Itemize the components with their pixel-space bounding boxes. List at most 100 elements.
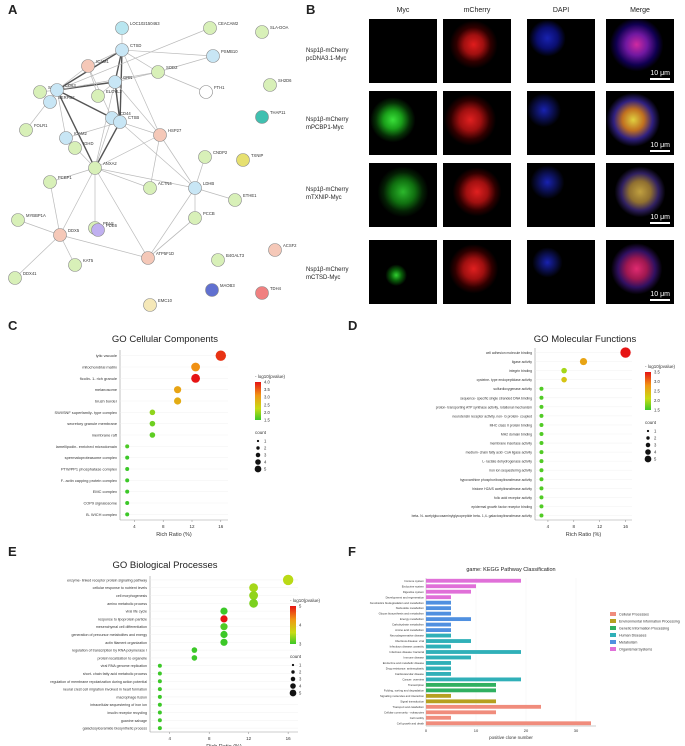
network-node-label: ICAM1 [96, 59, 109, 64]
scale-bar-3: 10 μm [650, 214, 670, 224]
bar-label: Cellular community - eukaryotes [384, 710, 425, 714]
network-node [113, 115, 127, 129]
bar [426, 677, 521, 682]
y-tick-label: secretory granule membrane [67, 421, 117, 426]
network-node-label: CTSB [128, 115, 139, 120]
y-tick-label: regulation of membrane repolarization du… [50, 680, 147, 684]
y-tick-label: neural crest cell migration involved in … [63, 688, 147, 692]
size-legend-dot [290, 683, 296, 689]
size-legend-dot [255, 459, 261, 465]
network-node [141, 251, 155, 265]
size-legend-dot [645, 442, 651, 448]
network-node-label: SOD2 [166, 65, 178, 70]
size-legend-dot [291, 663, 295, 667]
size-legend-dot [289, 689, 297, 697]
network-node [43, 175, 57, 189]
data-point [561, 367, 567, 374]
y-tick-label: insulin receptor recycling [107, 711, 147, 715]
bar-label: Endocrine system [402, 584, 425, 588]
row-label-4: Nsp1β-mCherry mCTSD-Myc [306, 267, 349, 281]
network-node-label: CEACAM2 [218, 21, 239, 26]
data-point [157, 679, 162, 684]
y-tick-label: EMC complex [93, 489, 117, 494]
data-point [620, 347, 631, 358]
col-header-dapi: DAPI [552, 7, 570, 14]
y-tick-label: protein localization to organelle [97, 656, 147, 660]
network-node-label: FOLR1 [34, 123, 48, 128]
x-tick-label: 0 [425, 728, 428, 733]
legend-swatch [610, 626, 616, 630]
network-edge [157, 71, 207, 93]
y-tick-label: macrophage fusion [116, 695, 147, 699]
data-point [191, 362, 201, 372]
network-node [68, 141, 82, 155]
network-edge [49, 181, 61, 236]
network-edge [121, 49, 214, 57]
network-node [33, 85, 47, 99]
y-tick-label: brush border [95, 399, 118, 404]
bar [426, 622, 451, 627]
bar-label: Endocrine and metabolic disease [383, 661, 425, 665]
data-point [539, 441, 544, 446]
bar-label: Nucleotide metabolism [396, 606, 425, 610]
size-legend-label: 2 [299, 670, 302, 675]
data-point [220, 607, 228, 615]
x-tick-label: 4 [133, 524, 136, 529]
network-node-label: ACSF2 [283, 243, 297, 248]
y-tick-label: response to lipoprotein particle [98, 617, 147, 621]
network-node-label: CD44 [120, 111, 131, 116]
data-point [149, 420, 156, 427]
bar-label: Glycan biosynthesis and metabolism [379, 612, 425, 616]
image-myc-3 [369, 163, 437, 227]
network-edge [59, 234, 149, 259]
bar [426, 584, 476, 589]
network-node-label: HSP27 [168, 128, 182, 133]
y-tick-label: membrane insertase activity [490, 442, 533, 446]
network-edge [94, 134, 161, 169]
network-edge [119, 121, 161, 136]
image-myc-1 [369, 19, 437, 83]
image-myc-4 [369, 240, 437, 304]
y-tick-label: sequence- specific single stranded DNA b… [460, 396, 532, 400]
color-legend-bar [645, 372, 651, 410]
bar-label: Signal transduction [400, 699, 424, 703]
panel-label-e: E [8, 544, 17, 559]
bar-label: Immune system [404, 579, 424, 583]
network-edge [49, 167, 96, 183]
network-node [206, 49, 220, 63]
data-point [249, 598, 258, 608]
bar [426, 617, 471, 622]
legend-swatch [610, 612, 616, 616]
data-point [191, 647, 198, 653]
size-legend-dot [646, 436, 650, 440]
bar-label: Cell motility [410, 716, 425, 720]
data-point [539, 495, 544, 500]
legend-swatch [610, 647, 616, 651]
network-node [8, 271, 22, 285]
network-node [199, 85, 213, 99]
bar-label: Digestive system [403, 590, 425, 594]
bar [426, 661, 451, 665]
bar [426, 715, 451, 720]
network-edge [159, 134, 196, 189]
bar-label: Cancer: overview [402, 678, 425, 682]
network-edge [121, 49, 161, 136]
x-tick-label: 12 [189, 524, 195, 529]
x-tick-label: 10 [474, 728, 479, 733]
network-edge [114, 71, 159, 83]
legend-label: Cellular Processes [619, 613, 649, 617]
data-point [220, 623, 228, 631]
scale-bar-4: 10 μm [650, 291, 670, 301]
chart-title: game: KEGG Pathway Classification [466, 567, 555, 573]
data-point [539, 513, 544, 518]
size-legend-label: 4 [299, 684, 302, 689]
size-legend-label: 5 [654, 457, 657, 462]
y-tick-label: mitochondrial matrix [82, 365, 117, 370]
network-node-label: KAT5 [83, 258, 94, 263]
size-legend-label: 4 [264, 460, 267, 465]
image-mcherry-4 [443, 240, 511, 304]
y-tick-label: guanine salvage [121, 719, 147, 723]
network-node [43, 95, 57, 109]
network-node-label: ELOVL3 [106, 89, 123, 94]
size-legend-dot [291, 670, 295, 674]
